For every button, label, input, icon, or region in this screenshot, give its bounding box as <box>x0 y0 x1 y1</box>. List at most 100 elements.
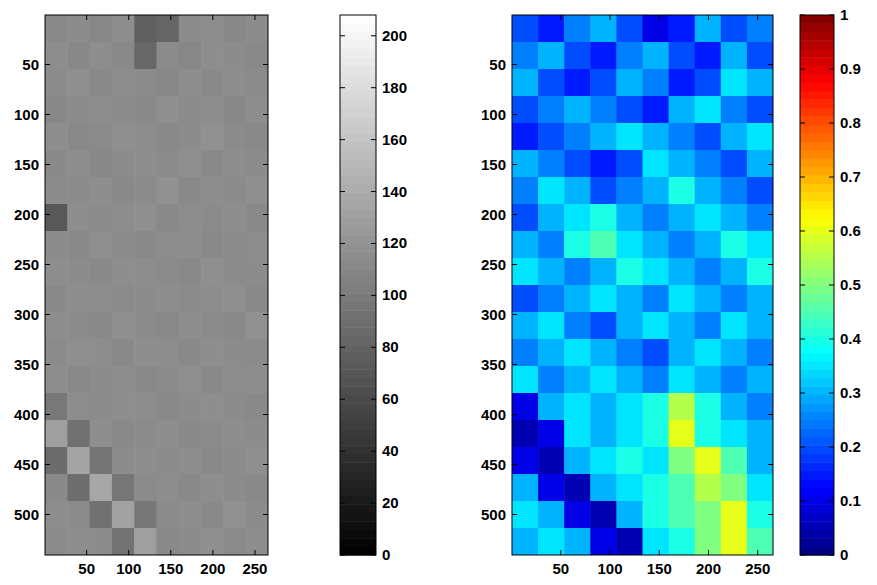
colorbar-step <box>800 530 834 539</box>
colorbar-tick <box>829 555 834 556</box>
cell <box>90 258 113 286</box>
cell <box>669 231 696 259</box>
cell <box>134 312 157 340</box>
cell <box>721 474 748 502</box>
y-tick <box>263 464 268 465</box>
cell <box>67 69 90 97</box>
cell <box>112 420 135 448</box>
y-tick <box>512 64 517 65</box>
colorbar-step <box>800 302 834 311</box>
cell <box>157 177 180 205</box>
colorbar-step <box>800 23 834 32</box>
cell <box>134 123 157 151</box>
x-tick <box>757 15 758 20</box>
cell <box>643 474 670 502</box>
cell <box>90 96 113 124</box>
colorbar-tick <box>371 399 376 400</box>
cell <box>67 528 90 555</box>
y-tick-label: 350 <box>14 356 39 373</box>
y-tick-label: 400 <box>14 406 39 423</box>
cell <box>616 285 643 313</box>
cell <box>512 366 539 394</box>
colorbar-step <box>800 40 834 49</box>
cell <box>616 339 643 367</box>
colorbar-tick <box>800 15 805 16</box>
cell <box>223 285 246 313</box>
cell <box>590 366 617 394</box>
y-tick <box>45 114 50 115</box>
cell <box>564 177 591 205</box>
cell <box>201 420 224 448</box>
colorbar-step <box>800 234 834 243</box>
cell <box>45 150 68 178</box>
cell <box>112 447 135 475</box>
cell <box>538 501 565 529</box>
cell <box>90 150 113 178</box>
cell <box>246 204 268 232</box>
colorbar-tick <box>829 501 834 502</box>
cell <box>512 177 539 205</box>
cell <box>201 366 224 394</box>
cell <box>512 393 539 421</box>
cell <box>45 258 68 286</box>
cell <box>134 393 157 421</box>
cell <box>564 42 591 70</box>
cell <box>45 420 68 448</box>
cell <box>643 393 670 421</box>
cell <box>590 123 617 151</box>
cell <box>179 366 202 394</box>
cell <box>201 393 224 421</box>
cell <box>538 15 565 43</box>
cell <box>201 150 224 178</box>
cell <box>695 393 722 421</box>
cell <box>643 123 670 151</box>
cell <box>695 420 722 448</box>
cell <box>564 528 591 555</box>
colorbar-tick <box>800 123 805 124</box>
cell <box>590 42 617 70</box>
cell <box>695 312 722 340</box>
cell <box>246 501 268 529</box>
cell <box>616 258 643 286</box>
colorbar-tick-label: 60 <box>382 390 399 407</box>
colorbar-step <box>340 23 376 32</box>
cell <box>223 393 246 421</box>
cell <box>112 474 135 502</box>
colorbar-step <box>340 57 376 66</box>
colorbar-tick <box>829 177 834 178</box>
colorbar-step <box>340 361 376 370</box>
cell <box>157 69 180 97</box>
cell <box>747 15 773 43</box>
cell <box>223 312 246 340</box>
colorbar-step <box>800 428 834 437</box>
cell <box>721 15 748 43</box>
colorbar-step <box>340 142 376 151</box>
cell <box>590 393 617 421</box>
cell <box>112 150 135 178</box>
cell <box>157 366 180 394</box>
cell <box>564 366 591 394</box>
colorbar-tick <box>829 15 834 16</box>
cell <box>616 528 643 555</box>
colorbar-step <box>800 66 834 75</box>
cell <box>538 312 565 340</box>
colorbar-step <box>800 437 834 446</box>
colorbar-step <box>800 49 834 58</box>
cell <box>179 393 202 421</box>
cell <box>201 312 224 340</box>
cell <box>643 528 670 555</box>
colorbar-step <box>340 420 376 429</box>
cell <box>538 258 565 286</box>
colorbar-step <box>340 428 376 437</box>
cell <box>90 312 113 340</box>
colorbar-tick <box>340 399 345 400</box>
cell <box>695 501 722 529</box>
y-tick-label: 400 <box>481 406 506 423</box>
colorbar-step <box>340 192 376 201</box>
cell <box>179 312 202 340</box>
colorbar-step <box>800 538 834 547</box>
y-tick <box>45 64 50 65</box>
colorbar-step <box>340 167 376 176</box>
cell <box>45 393 68 421</box>
x-tick <box>757 550 758 555</box>
